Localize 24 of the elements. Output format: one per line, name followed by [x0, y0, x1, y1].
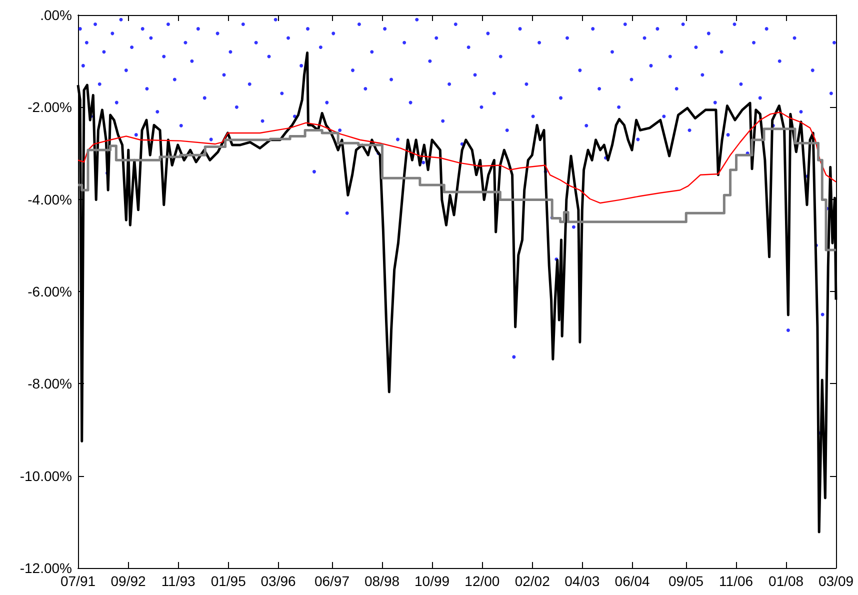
- y-tick-label: -4.00%: [28, 191, 72, 208]
- y-tick-label: .00%: [40, 7, 72, 23]
- x-tick-label: 11/06: [719, 573, 754, 589]
- x-tick-label: 04/03: [564, 573, 600, 589]
- y-tick-label: -2.00%: [28, 99, 72, 116]
- x-tick-label: 10/99: [414, 573, 450, 589]
- x-tick-label: 06/04: [614, 573, 650, 589]
- x-tick-label: 11/93: [161, 573, 196, 589]
- x-tick-label: 03/09: [818, 573, 854, 589]
- x-tick-label: 12/00: [464, 573, 500, 589]
- x-tick-label: 09/05: [668, 573, 704, 589]
- x-tick-label: 01/08: [768, 573, 804, 589]
- x-tick-label: 09/92: [110, 573, 146, 589]
- y-tick-label: -8.00%: [28, 376, 72, 392]
- x-tick-label: 08/98: [364, 573, 400, 589]
- y-tick-label: -12.00%: [20, 560, 72, 576]
- x-tick-label: 06/97: [314, 573, 350, 589]
- line-series: [77, 112, 837, 204]
- y-tick-label: -6.00%: [28, 284, 72, 300]
- x-tick-label: 02/02: [514, 573, 550, 589]
- x-tick-label: 01/95: [210, 573, 246, 589]
- x-tick-label: 03/96: [260, 573, 296, 589]
- x-tick-label: 07/91: [60, 573, 96, 589]
- y-tick-label: -10.00%: [20, 468, 72, 484]
